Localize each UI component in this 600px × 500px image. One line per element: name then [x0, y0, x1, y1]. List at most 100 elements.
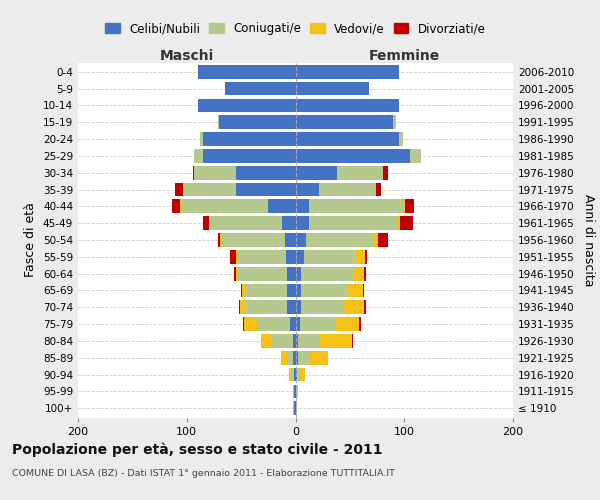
Bar: [233, 267, 236, 280]
Bar: [296, 368, 300, 382]
Bar: [197, 98, 296, 112]
Bar: [400, 216, 413, 230]
Bar: [296, 300, 301, 314]
Bar: [394, 116, 395, 129]
Bar: [203, 216, 209, 230]
Bar: [301, 300, 344, 314]
Bar: [220, 116, 296, 129]
Bar: [209, 216, 283, 230]
Bar: [296, 182, 319, 196]
Bar: [218, 116, 220, 129]
Bar: [335, 317, 359, 331]
Bar: [296, 317, 300, 331]
Bar: [364, 267, 366, 280]
Bar: [240, 300, 245, 314]
Bar: [221, 233, 284, 247]
Bar: [347, 284, 363, 298]
Bar: [378, 233, 388, 247]
Bar: [344, 300, 364, 314]
Bar: [194, 166, 236, 179]
Legend: Celibi/Nubili, Coniugati/e, Vedovi/e, Divorziati/e: Celibi/Nubili, Coniugati/e, Vedovi/e, Di…: [106, 22, 485, 36]
Bar: [197, 65, 296, 78]
Bar: [200, 132, 203, 146]
Bar: [245, 284, 287, 298]
Bar: [296, 166, 337, 179]
Bar: [293, 384, 295, 398]
Bar: [289, 368, 291, 382]
Bar: [238, 267, 287, 280]
Bar: [307, 233, 374, 247]
Bar: [298, 334, 319, 348]
Bar: [308, 200, 404, 213]
Bar: [296, 334, 298, 348]
Bar: [286, 250, 296, 264]
Bar: [181, 200, 268, 213]
Y-axis label: Fasce di età: Fasce di età: [25, 202, 37, 278]
Bar: [225, 82, 296, 96]
Bar: [284, 233, 296, 247]
Bar: [230, 250, 236, 264]
Bar: [301, 267, 353, 280]
Bar: [180, 200, 181, 213]
Bar: [257, 317, 290, 331]
Bar: [236, 250, 237, 264]
Bar: [287, 351, 293, 364]
Bar: [300, 368, 305, 382]
Bar: [194, 149, 203, 163]
Bar: [203, 132, 296, 146]
Bar: [296, 233, 307, 247]
Bar: [364, 300, 366, 314]
Bar: [296, 116, 394, 129]
Bar: [296, 250, 304, 264]
Bar: [300, 317, 335, 331]
Bar: [296, 65, 399, 78]
Bar: [245, 300, 287, 314]
Bar: [295, 402, 296, 415]
Bar: [319, 334, 352, 348]
Bar: [244, 317, 257, 331]
Bar: [293, 351, 296, 364]
Bar: [296, 384, 298, 398]
Bar: [365, 250, 367, 264]
Bar: [398, 216, 400, 230]
Bar: [281, 351, 287, 364]
Bar: [376, 182, 382, 196]
Bar: [236, 166, 296, 179]
Bar: [301, 284, 347, 298]
Bar: [287, 284, 296, 298]
Bar: [236, 267, 238, 280]
Bar: [290, 317, 296, 331]
Bar: [296, 200, 308, 213]
Bar: [363, 284, 364, 298]
Bar: [239, 300, 240, 314]
Bar: [291, 368, 295, 382]
Bar: [353, 267, 364, 280]
Bar: [296, 132, 399, 146]
Bar: [298, 351, 308, 364]
Bar: [184, 182, 236, 196]
Bar: [283, 216, 296, 230]
Bar: [296, 267, 301, 280]
Bar: [218, 233, 220, 247]
Bar: [272, 334, 293, 348]
Bar: [404, 200, 406, 213]
Bar: [295, 384, 296, 398]
Bar: [356, 250, 365, 264]
Text: Femmine: Femmine: [368, 48, 440, 62]
Bar: [296, 82, 370, 96]
Bar: [308, 216, 398, 230]
Bar: [374, 233, 378, 247]
Bar: [293, 334, 296, 348]
Bar: [383, 166, 388, 179]
Bar: [296, 284, 301, 298]
Bar: [359, 317, 361, 331]
Bar: [203, 149, 296, 163]
Bar: [304, 250, 356, 264]
Bar: [175, 182, 184, 196]
Bar: [260, 334, 272, 348]
Bar: [237, 250, 286, 264]
Bar: [352, 334, 353, 348]
Bar: [308, 351, 328, 364]
Bar: [319, 182, 376, 196]
Bar: [295, 368, 296, 382]
